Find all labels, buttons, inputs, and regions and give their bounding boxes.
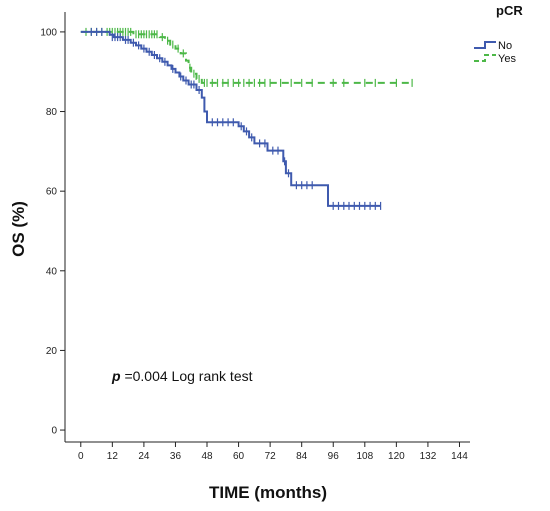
- x-ticks: 0 12 24 36 48 60 72 84 96 108 120 132 144: [78, 442, 468, 462]
- y-tick-label: 20: [46, 346, 58, 357]
- legend-item-yes: Yes: [474, 53, 516, 65]
- axes: [64, 12, 470, 443]
- x-tick-label: 24: [138, 451, 150, 462]
- x-tick-label: 132: [420, 451, 437, 462]
- y-tick-label: 100: [40, 27, 57, 38]
- x-tick-label: 0: [78, 451, 84, 462]
- p-symbol: p: [111, 368, 121, 384]
- legend-swatch-no: [474, 41, 496, 49]
- series-line-no: [80, 30, 381, 207]
- x-tick-label: 108: [356, 451, 373, 462]
- y-tick-label: 0: [51, 426, 57, 437]
- x-tick-label: 120: [388, 451, 405, 462]
- x-tick-label: 12: [107, 451, 119, 462]
- legend-label-no: No: [498, 40, 512, 52]
- y-axis-title: OS (%): [9, 201, 28, 257]
- x-tick-label: 60: [233, 451, 245, 462]
- series-line-yes: [80, 30, 413, 84]
- x-tick-label: 48: [201, 451, 213, 462]
- y-tick-label: 40: [46, 266, 58, 277]
- series-layer: [80, 27, 413, 210]
- y-ticks: 0 20 40 60 80 100: [40, 27, 65, 437]
- x-axis-title: TIME (months): [209, 483, 327, 502]
- legend-item-no: No: [474, 40, 512, 52]
- p-value-text: =0.004 Log rank test: [121, 368, 253, 384]
- series-yes: [80, 27, 413, 87]
- x-tick-label: 84: [296, 451, 308, 462]
- x-tick-label: 72: [265, 451, 277, 462]
- x-tick-label: 96: [328, 451, 340, 462]
- y-tick-label: 80: [46, 107, 58, 118]
- y-tick-label: 60: [46, 187, 58, 198]
- legend-title: pCR: [496, 3, 523, 18]
- x-tick-label: 36: [170, 451, 182, 462]
- x-tick-label: 144: [451, 451, 468, 462]
- legend-label-yes: Yes: [498, 53, 516, 65]
- p-value-annotation: p =0.004 Log rank test: [111, 368, 253, 384]
- legend-swatch-yes: [474, 54, 496, 62]
- series-no: [80, 27, 382, 210]
